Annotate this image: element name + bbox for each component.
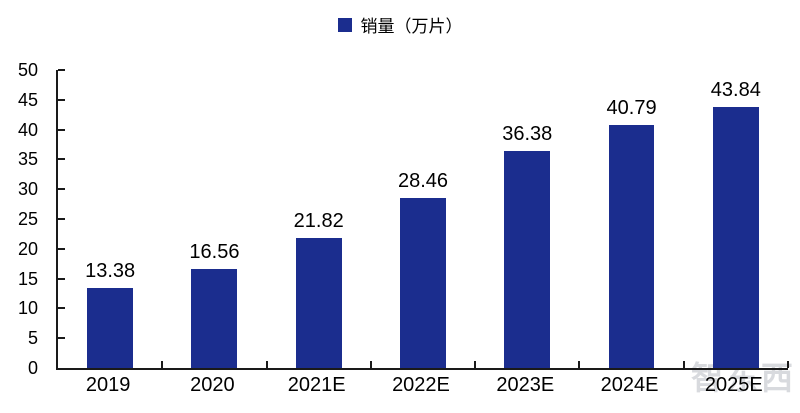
bar-value-label: 40.79 — [606, 96, 657, 119]
y-tick-label: 30 — [17, 179, 38, 200]
bar — [608, 124, 655, 368]
bar-group: 13.38 — [58, 70, 162, 368]
y-tick-label: 50 — [17, 60, 38, 80]
bar — [712, 106, 759, 368]
x-axis-label: 2020 — [190, 374, 235, 396]
x-tick-mark — [787, 361, 789, 368]
x-tick-mark — [682, 361, 685, 368]
y-tick-mark — [58, 69, 65, 71]
bar-value-label: 21.82 — [293, 209, 344, 232]
y-tick-mark — [58, 98, 65, 101]
y-tick-label: 25 — [17, 209, 38, 229]
x-axis-label: 2019 — [85, 374, 131, 396]
bar-value-label: 36.38 — [502, 123, 553, 146]
bars-container: 13.38 16.56 21.82 28.46 36.38 40.79 43.84 — [58, 70, 788, 368]
y-tick-label: 5 — [27, 328, 38, 349]
y-tick-mark — [58, 247, 65, 250]
y-tick-mark — [58, 307, 65, 310]
bar-group: 28.46 — [371, 70, 475, 368]
y-tick-mark — [58, 277, 65, 280]
bar-group: 16.56 — [162, 70, 266, 368]
bar — [295, 237, 342, 368]
y-tick-mark — [58, 128, 65, 131]
plot-area: 13.38 16.56 21.82 28.46 36.38 40.79 43.84 — [56, 69, 789, 370]
y-tick-label: 15 — [17, 268, 38, 289]
bar-value-label: 16.56 — [189, 241, 240, 264]
bar-value-label: 28.46 — [397, 170, 449, 193]
x-tick-mark — [474, 361, 477, 368]
bar — [87, 288, 134, 368]
bar-value-label: 43.84 — [710, 78, 761, 101]
y-axis-labels: 0 5 10 15 20 25 30 35 40 45 50 — [0, 60, 48, 378]
y-tick-mark — [58, 218, 65, 220]
y-tick-mark — [58, 188, 65, 191]
y-tick-label: 35 — [17, 149, 38, 170]
y-tick-mark — [58, 337, 65, 340]
bar-group: 21.82 — [267, 70, 371, 368]
y-tick-label: 0 — [27, 358, 38, 378]
bar — [504, 151, 551, 368]
x-axis-labels: 2019 2020 2021E 2022E 2023E 2024E 2025E — [56, 374, 786, 397]
x-tick-mark — [369, 361, 372, 368]
y-tick-label: 20 — [17, 238, 38, 259]
x-axis-label: 2022E — [392, 374, 450, 396]
bar-group: 36.38 — [475, 70, 579, 368]
legend: 销量（万片） — [0, 12, 800, 37]
bar-group: 40.79 — [579, 70, 683, 368]
x-axis-label: 2023E — [496, 374, 555, 396]
x-axis-label: 2021E — [287, 374, 346, 396]
y-tick-label: 40 — [17, 119, 38, 140]
x-axis-label: 2024E — [600, 374, 659, 396]
bar — [191, 269, 238, 368]
legend-label: 销量（万片） — [360, 17, 463, 36]
bar-group: 43.84 — [684, 70, 788, 368]
y-tick-mark — [58, 158, 65, 161]
bar-value-label: 13.38 — [85, 260, 136, 283]
y-tick-label: 45 — [17, 89, 38, 110]
bar — [400, 198, 446, 368]
y-tick-label: 10 — [17, 298, 38, 319]
x-tick-mark — [265, 361, 268, 368]
x-tick-mark — [578, 361, 581, 368]
x-tick-mark — [161, 361, 164, 368]
x-axis-label: 2025E — [704, 374, 763, 396]
legend-marker-icon — [337, 17, 352, 32]
